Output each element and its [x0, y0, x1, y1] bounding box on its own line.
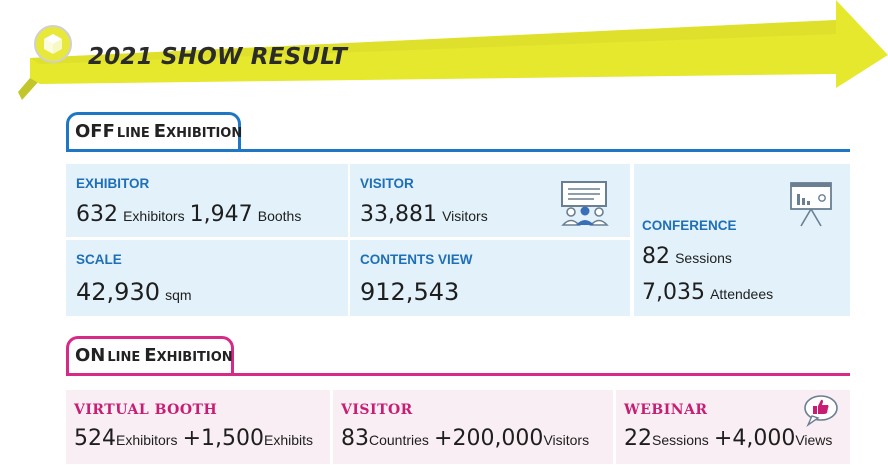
- online-visitor-count: +200,000: [434, 426, 544, 451]
- banner-title: 2021 SHOW RESULT: [88, 44, 348, 70]
- visitor-unit: Visitors: [442, 208, 488, 224]
- contents-view-values: 912,543: [360, 278, 459, 306]
- visitor-values: 33,881 Visitors: [360, 202, 488, 227]
- scale-value: 42,930: [76, 278, 160, 306]
- scale-label: SCALE: [76, 252, 122, 267]
- virtual-booth-card: VIRTUAL BOOTH 524Exhibitors +1,500Exhibi…: [66, 390, 330, 464]
- chart-board-icon: [790, 182, 832, 227]
- show-result-banner: 2021 SHOW RESULT: [0, 0, 888, 110]
- scale-unit: sqm: [165, 287, 192, 303]
- webinar-label: WEBINAR: [624, 402, 708, 418]
- virtual-booth-values: 524Exhibitors +1,500Exhibits: [74, 426, 313, 451]
- offline-heading-xhibition: XHIBITION: [166, 126, 243, 141]
- virtual-booth-label: VIRTUAL BOOTH: [74, 402, 218, 418]
- visitor-label: VISITOR: [360, 176, 414, 191]
- vb-exhibit-unit: Exhibits: [263, 432, 314, 448]
- banner-arrow-shape: [18, 0, 888, 100]
- attendee-unit: Attendees: [710, 286, 774, 302]
- online-heading-on: ON: [75, 345, 106, 366]
- webinar-card: WEBINAR 22Sessions +4,000Views: [616, 390, 850, 464]
- online-visitor-values: 83Countries +200,000Visitors: [341, 426, 589, 451]
- online-exhibition-tab: ON LINE EXHIBITION: [66, 336, 234, 376]
- exhibitor-values: 632 Exhibitors 1,947 Booths: [76, 202, 301, 227]
- exhibitor-count: 632: [76, 202, 118, 227]
- webinar-view-unit: Views: [795, 432, 833, 448]
- cube-icon: [34, 25, 72, 63]
- scale-card: SCALE 42,930 sqm: [66, 240, 348, 316]
- offline-heading-line: LINE: [116, 126, 150, 141]
- contents-view-label: CONTENTS VIEW: [360, 252, 473, 267]
- presentation-audience-icon: [561, 181, 609, 226]
- offline-divider-line: [66, 149, 850, 152]
- conference-card: CONFERENCE 82 Sessions 7,035 Attendees: [634, 164, 850, 316]
- online-visitor-label: VISITOR: [341, 402, 413, 418]
- scale-values: 42,930 sqm: [76, 278, 192, 306]
- thumbs-up-bubble-icon: [804, 395, 838, 428]
- exhibitor-card: EXHIBITOR 632 Exhibitors 1,947 Booths: [66, 164, 348, 237]
- webinar-values: 22Sessions +4,000Views: [624, 426, 832, 451]
- online-visitor-card: VISITOR 83Countries +200,000Visitors: [333, 390, 613, 464]
- webinar-session-unit: Sessions: [652, 432, 709, 448]
- visitor-card: VISITOR 33,881 Visitors: [350, 164, 630, 237]
- country-count: 83: [341, 426, 369, 451]
- exhibitor-label: EXHIBITOR: [76, 176, 150, 191]
- attendee-count: 7,035: [642, 280, 705, 305]
- visitor-count: 33,881: [360, 202, 437, 227]
- vb-exhibitor-unit: Exhibitors: [116, 432, 178, 448]
- conference-sessions: 82 Sessions: [642, 244, 732, 269]
- offline-heading-e: E: [153, 121, 167, 142]
- vb-exhibitor-count: 524: [74, 426, 116, 451]
- webinar-view-count: +4,000: [713, 426, 796, 451]
- session-count: 82: [642, 244, 670, 269]
- country-unit: Countries: [369, 432, 429, 448]
- booth-count: 1,947: [189, 202, 253, 227]
- online-divider-line: [66, 373, 850, 376]
- contents-view-count: 912,543: [360, 278, 460, 306]
- offline-heading-off: OFF: [75, 121, 115, 142]
- conference-attendees: 7,035 Attendees: [642, 280, 773, 305]
- session-unit: Sessions: [675, 250, 732, 266]
- online-visitor-unit: Visitors: [543, 432, 590, 448]
- online-heading-xhibition: XHIBITION: [156, 350, 233, 365]
- webinar-session-count: 22: [624, 426, 652, 451]
- contents-view-card: CONTENTS VIEW 912,543: [350, 240, 630, 316]
- conference-label: CONFERENCE: [642, 218, 737, 233]
- booth-unit: Booths: [257, 208, 302, 224]
- vb-exhibit-count: +1,500: [182, 426, 264, 451]
- online-heading-e: E: [144, 345, 157, 366]
- exhibitor-unit: Exhibitors: [123, 208, 185, 224]
- offline-exhibition-tab: OFF LINE EXHIBITION: [66, 112, 243, 152]
- online-heading-line: LINE: [107, 350, 141, 365]
